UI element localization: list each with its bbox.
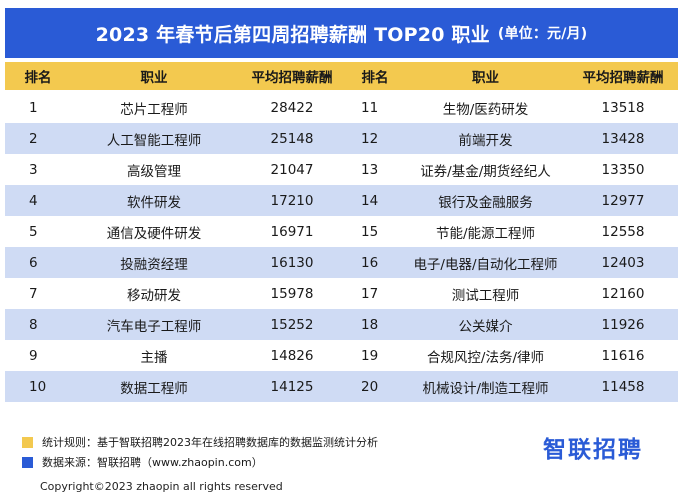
salary-cell: 14826 [237, 340, 347, 371]
rank-cell: 3 [5, 154, 71, 185]
rank-cell: 7 [5, 278, 71, 309]
note-source: 数据来源：智联招聘（www.zhaopin.com） [22, 452, 378, 472]
salary-cell: 16130 [237, 247, 347, 278]
job-cell: 证券/基金/期货经纪人 [403, 154, 568, 185]
note-rule-text: 统计规则：基于智联招聘2023年在线招聘数据库的数据监测统计分析 [42, 436, 378, 449]
salary-cell: 16971 [237, 216, 347, 247]
job-cell: 软件研发 [71, 185, 237, 216]
rank-cell: 6 [5, 247, 71, 278]
salary-cell: 13428 [568, 123, 678, 154]
salary-cell: 15252 [237, 309, 347, 340]
rank-cell: 18 [347, 309, 403, 340]
job-cell: 高级管理 [71, 154, 237, 185]
header-job: 职业 [71, 62, 237, 92]
header-salary: 平均招聘薪酬 [237, 62, 347, 92]
rank-cell: 8 [5, 309, 71, 340]
job-cell: 人工智能工程师 [71, 123, 237, 154]
header-job-2: 职业 [403, 62, 568, 92]
salary-cell: 28422 [237, 91, 347, 123]
table-body: 1 芯片工程师 28422 11 生物/医药研发 13518 2 人工智能工程师 25148 12… [5, 91, 678, 402]
job-cell: 机械设计/制造工程师 [403, 371, 568, 402]
salary-cell: 13518 [568, 91, 678, 123]
table-row: 8 汽车电子工程师 15252 18 公关媒介 11926 [5, 309, 678, 340]
job-cell: 银行及金融服务 [403, 185, 568, 216]
salary-table: 排名 职业 平均招聘薪酬 排名 职业 平均招聘薪酬 1 芯片工程师 28422 11 生… [5, 62, 678, 402]
rank-cell: 15 [347, 216, 403, 247]
table-row: 5 通信及硬件研发 16971 15 节能/能源工程师 12558 [5, 216, 678, 247]
salary-cell: 17210 [237, 185, 347, 216]
rank-cell: 12 [347, 123, 403, 154]
header-salary-2: 平均招聘薪酬 [568, 62, 678, 92]
job-cell: 数据工程师 [71, 371, 237, 402]
title-bar: 2023 年春节后第四周招聘薪酬 TOP20 职业 (单位：元/月) [5, 8, 678, 58]
table-row: 9 主播 14826 19 合规风控/法务/律师 11616 [5, 340, 678, 371]
salary-cell: 14125 [237, 371, 347, 402]
job-cell: 前端开发 [403, 123, 568, 154]
table-row: 3 高级管理 21047 13 证券/基金/期货经纪人 13350 [5, 154, 678, 185]
job-cell: 投融资经理 [71, 247, 237, 278]
rank-cell: 5 [5, 216, 71, 247]
salary-cell: 21047 [237, 154, 347, 185]
salary-cell: 15978 [237, 278, 347, 309]
job-cell: 主播 [71, 340, 237, 371]
job-cell: 移动研发 [71, 278, 237, 309]
rank-cell: 20 [347, 371, 403, 402]
table-row: 7 移动研发 15978 17 测试工程师 12160 [5, 278, 678, 309]
job-cell: 合规风控/法务/律师 [403, 340, 568, 371]
rank-cell: 4 [5, 185, 71, 216]
rank-cell: 10 [5, 371, 71, 402]
header-rank: 排名 [5, 62, 71, 92]
copyright: Copyright©2023 zhaopin all rights reserv… [40, 480, 283, 493]
job-cell: 节能/能源工程师 [403, 216, 568, 247]
header-rank-2: 排名 [347, 62, 403, 92]
table-row: 1 芯片工程师 28422 11 生物/医药研发 13518 [5, 91, 678, 123]
salary-cell: 11616 [568, 340, 678, 371]
salary-cell: 13350 [568, 154, 678, 185]
job-cell: 芯片工程师 [71, 91, 237, 123]
note-rule: 统计规则：基于智联招聘2023年在线招聘数据库的数据监测统计分析 [22, 432, 378, 452]
salary-cell: 11458 [568, 371, 678, 402]
page-title: 2023 年春节后第四周招聘薪酬 TOP20 职业 [95, 23, 490, 46]
note-source-text: 数据来源：智联招聘（www.zhaopin.com） [42, 456, 263, 469]
job-cell: 电子/电器/自动化工程师 [403, 247, 568, 278]
job-cell: 公关媒介 [403, 309, 568, 340]
job-cell: 汽车电子工程师 [71, 309, 237, 340]
salary-cell: 12160 [568, 278, 678, 309]
rank-cell: 19 [347, 340, 403, 371]
rank-cell: 16 [347, 247, 403, 278]
rank-cell: 2 [5, 123, 71, 154]
salary-cell: 12558 [568, 216, 678, 247]
footer-notes: 统计规则：基于智联招聘2023年在线招聘数据库的数据监测统计分析 数据来源：智联… [22, 432, 378, 472]
table-row: 6 投融资经理 16130 16 电子/电器/自动化工程师 12403 [5, 247, 678, 278]
zhaopin-logo: 智联招聘 [543, 437, 643, 463]
yellow-square-icon [22, 436, 33, 448]
table-header-row: 排名 职业 平均招聘薪酬 排名 职业 平均招聘薪酬 [5, 62, 678, 92]
table-row: 10 数据工程师 14125 20 机械设计/制造工程师 11458 [5, 371, 678, 402]
job-cell: 生物/医药研发 [403, 91, 568, 123]
salary-cell: 11926 [568, 309, 678, 340]
rank-cell: 1 [5, 91, 71, 123]
job-cell: 测试工程师 [403, 278, 568, 309]
blue-square-icon [22, 456, 33, 468]
table-row: 4 软件研发 17210 14 银行及金融服务 12977 [5, 185, 678, 216]
rank-cell: 17 [347, 278, 403, 309]
table-row: 2 人工智能工程师 25148 12 前端开发 13428 [5, 123, 678, 154]
rank-cell: 14 [347, 185, 403, 216]
unit-label: (单位：元/月) [497, 26, 588, 42]
salary-cell: 12403 [568, 247, 678, 278]
job-cell: 通信及硬件研发 [71, 216, 237, 247]
salary-cell: 12977 [568, 185, 678, 216]
rank-cell: 11 [347, 91, 403, 123]
rank-cell: 9 [5, 340, 71, 371]
salary-cell: 25148 [237, 123, 347, 154]
rank-cell: 13 [347, 154, 403, 185]
